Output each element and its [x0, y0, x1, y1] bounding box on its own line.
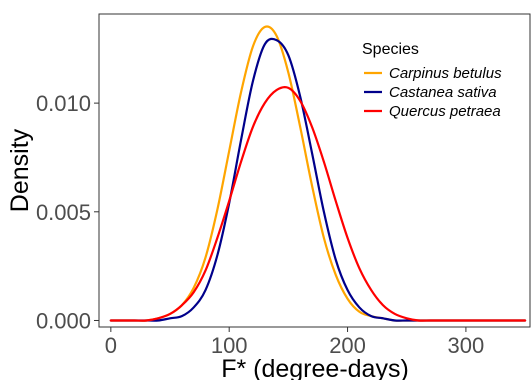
x-axis-label: F* (degree-days) [221, 355, 409, 380]
x-tick-label: 200 [329, 333, 366, 358]
series-layer [109, 25, 527, 322]
x-tick-label: 300 [448, 333, 485, 358]
y-axis: 0.000 0.005 0.010 [36, 91, 99, 333]
legend-label-carpinus-betulus: Carpinus betulus [389, 65, 502, 82]
x-tick-label: 0 [105, 333, 117, 358]
legend: Species Carpinus betulus Castanea sativa Q… [362, 41, 502, 120]
y-tick-label: 0.000 [36, 308, 91, 333]
y-tick-label: 0.005 [36, 200, 91, 225]
legend-title: Species [362, 41, 419, 58]
x-tick-label: 100 [211, 333, 248, 358]
y-tick-label: 0.010 [36, 91, 91, 116]
x-axis: 0 100 200 300 [105, 327, 485, 358]
legend-label-quercus-petraea: Quercus petraea [389, 103, 501, 120]
legend-label-castanea-sativa: Castanea sativa [389, 84, 497, 101]
y-axis-label: Density [6, 128, 34, 212]
series-line-quercus-petraea [109, 86, 527, 322]
